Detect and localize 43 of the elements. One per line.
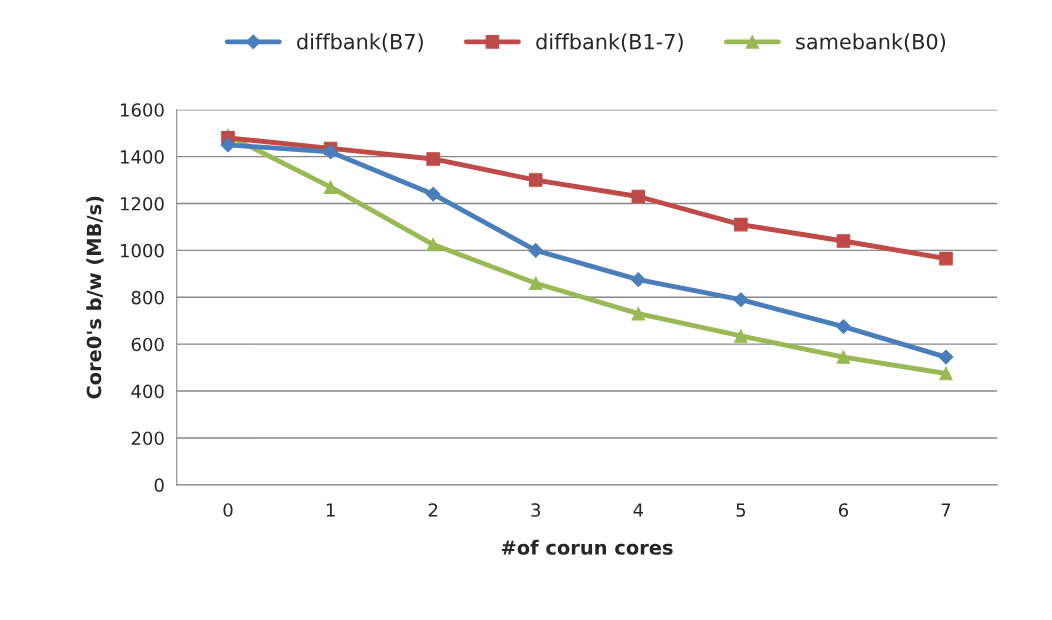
legend-label: diffbank(B7) [297, 33, 423, 52]
y-tick-label: 1400 [120, 150, 164, 164]
x-tick-label: 6 [838, 503, 849, 517]
y-tick-label: 800 [131, 290, 164, 305]
y-tick-label: 600 [131, 337, 164, 352]
x-tick-label: 5 [736, 503, 746, 517]
y-axis-title: Core0's b/w (MB/s) [86, 196, 104, 399]
point [939, 251, 953, 266]
y-tick-label: 1600 [120, 103, 164, 117]
x-tick-label: 1 [326, 503, 335, 517]
point [528, 276, 543, 290]
point [734, 217, 748, 232]
point [426, 152, 440, 166]
legend-label: samebank(B0) [796, 33, 946, 52]
point [836, 234, 851, 248]
y-tick-label: 1200 [120, 196, 164, 211]
legend-label: diffbank(B1-7) [536, 33, 683, 52]
point [425, 186, 441, 202]
point [323, 180, 338, 194]
x-tick-label: 0 [223, 503, 233, 517]
point [836, 319, 851, 334]
y-tick-label: 1000 [120, 243, 164, 258]
point [939, 366, 953, 381]
point [528, 243, 544, 258]
point [426, 237, 440, 252]
point [836, 350, 851, 364]
point [220, 137, 236, 153]
x-tick-label: 7 [941, 503, 951, 517]
point [631, 306, 646, 321]
point [528, 173, 543, 187]
point [631, 189, 646, 204]
x-tick-label: 3 [531, 503, 541, 517]
x-tick-label: 4 [633, 503, 644, 517]
point [938, 349, 954, 365]
x-axis-title: #of corun cores [501, 539, 673, 555]
point [323, 144, 338, 160]
x-tick-label: 2 [428, 503, 438, 517]
point [630, 272, 646, 288]
point [733, 292, 749, 308]
point [734, 329, 748, 343]
y-tick-label: 0 [154, 478, 164, 492]
y-tick-label: 400 [131, 384, 164, 399]
y-tick-label: 200 [131, 431, 164, 446]
